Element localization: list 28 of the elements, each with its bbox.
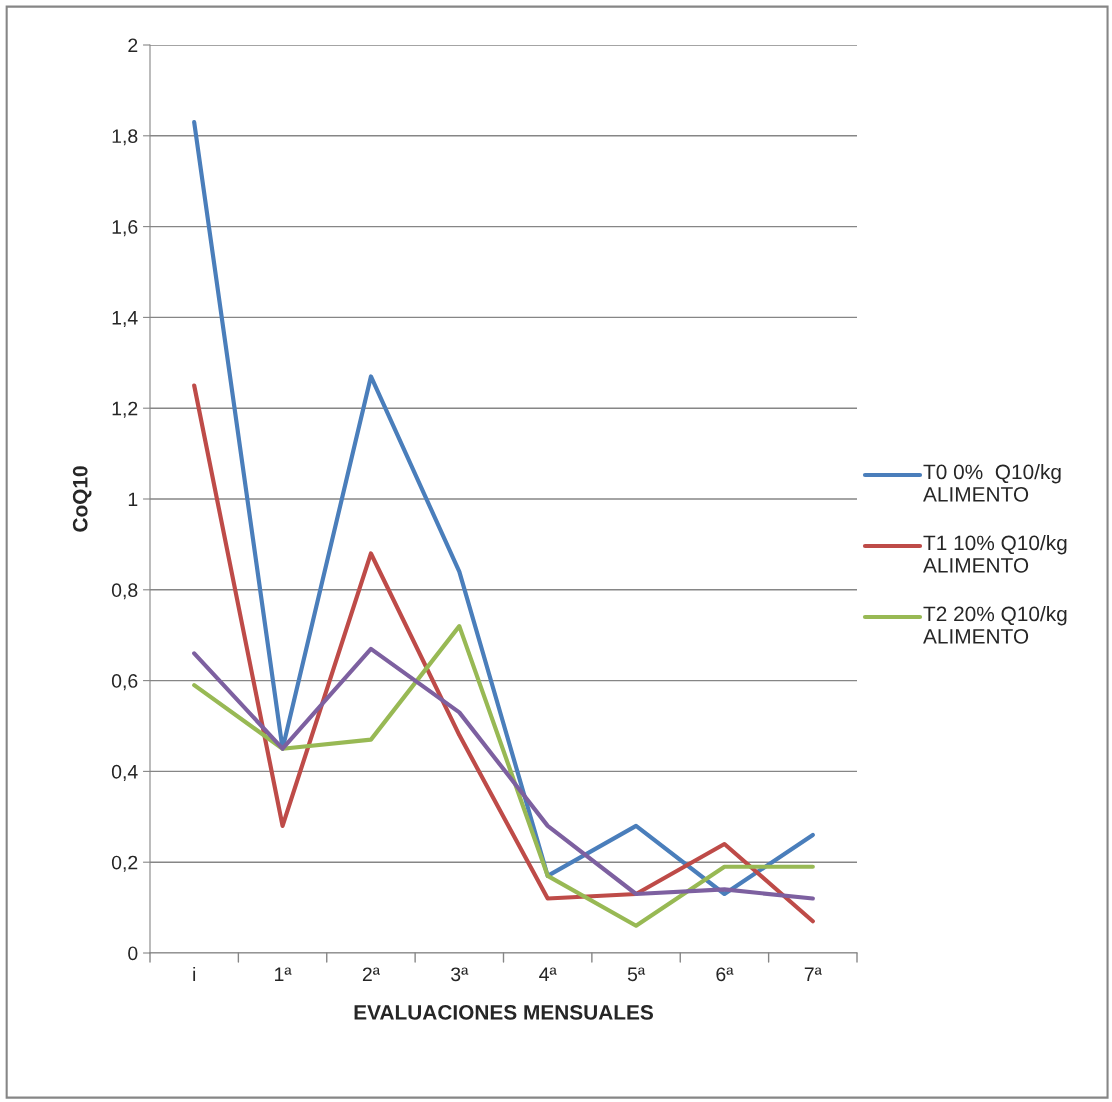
line-series [192, 383, 815, 924]
x-tick-label: i [193, 966, 196, 981]
legend-label: T2 20% Q10/kg ALIMENTO [923, 606, 1067, 644]
x-tick-label: 4ª [539, 967, 557, 981]
line-series [192, 624, 815, 928]
x-tick-label: 1ª [275, 967, 292, 981]
legend-label: T0 0% Q10/kg ALIMENTO [923, 464, 1061, 502]
line-series [192, 646, 815, 901]
y-tick-label: 0,6 [111, 674, 138, 691]
y-axis-title: CoQ10 [72, 466, 92, 532]
line-series [192, 120, 815, 897]
y-tick-label: 1 [128, 492, 138, 507]
y-tick-label: 0,2 [111, 855, 138, 872]
y-tick-label: 1,6 [112, 220, 138, 237]
legend-label: T1 10% Q10/kg ALIMENTO [923, 535, 1067, 573]
y-tick-label: 1,8 [112, 129, 138, 146]
x-tick-label: 3ª [451, 967, 469, 982]
y-tick-label: 1,4 [112, 311, 138, 327]
y-tick-label: 0,8 [111, 583, 138, 600]
y-tick-label: 0 [128, 946, 138, 961]
x-tick-label: 5ª [627, 967, 646, 982]
y-tick-label: 1,2 [112, 401, 138, 418]
x-tick-label: 7ª [804, 967, 822, 981]
x-tick-label: 6ª [716, 967, 734, 982]
x-tick-label: 2ª [362, 967, 381, 981]
y-tick-label: 2 [128, 38, 138, 53]
x-axis-title: EVALUACIONES MENSUALES [354, 1005, 653, 1020]
y-tick-label: 0,4 [111, 764, 138, 781]
